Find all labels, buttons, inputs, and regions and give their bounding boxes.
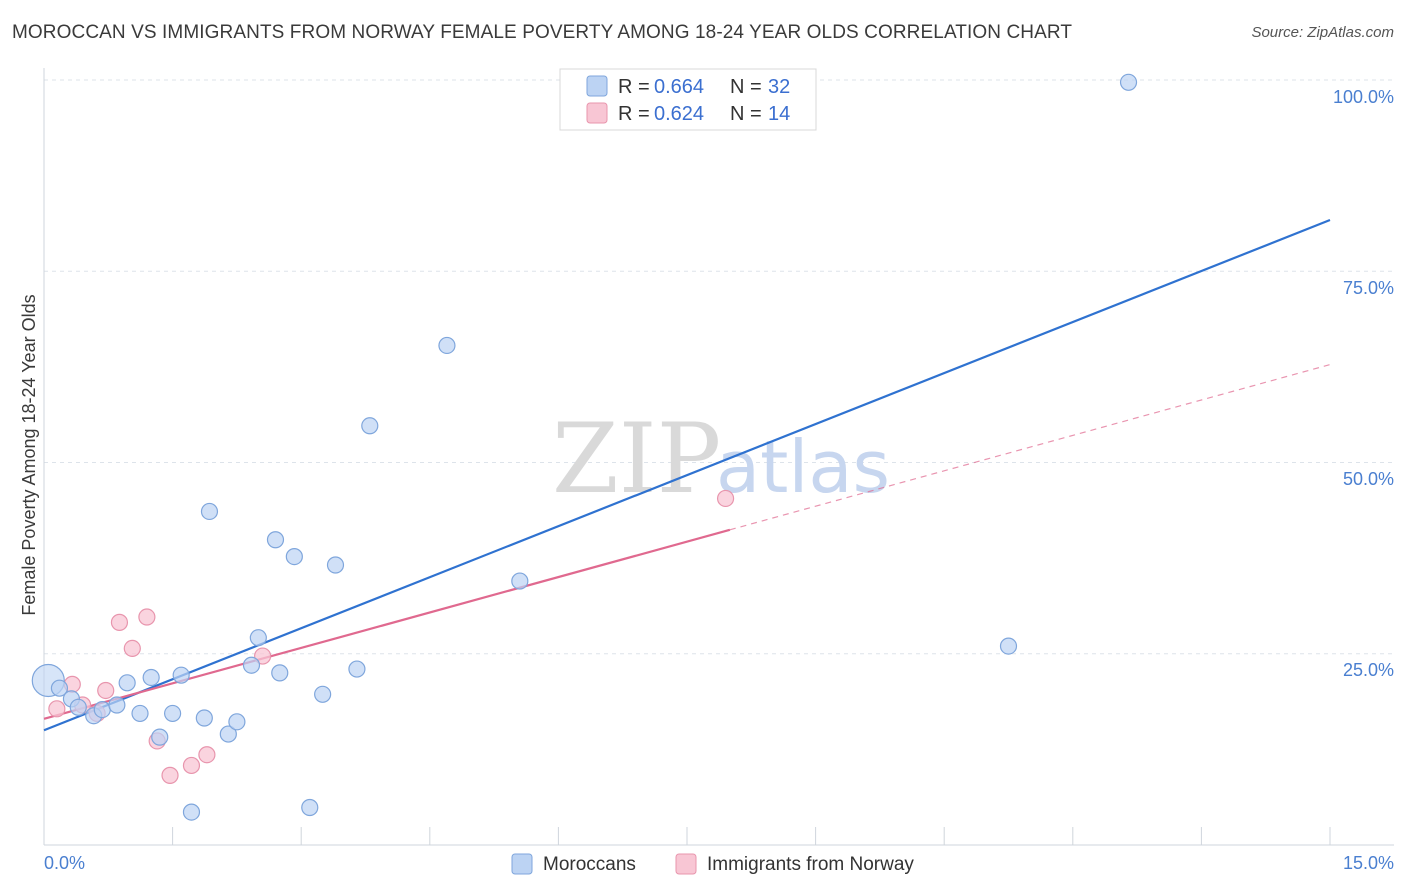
point-moroccans-27 — [361, 417, 379, 435]
point-moroccans-17 — [228, 713, 246, 731]
point-moroccans-5 — [93, 700, 111, 719]
axes — [43, 68, 1394, 846]
point-norway-7 — [138, 608, 156, 626]
watermark-atlas: atlas — [716, 425, 890, 509]
point-moroccans-25 — [326, 556, 345, 574]
point-norway-13 — [716, 489, 735, 508]
point-moroccans-12 — [172, 666, 190, 684]
legend-swatch-moroccans — [586, 75, 608, 97]
legend-bottom-swatch-moroccans — [511, 853, 533, 875]
watermark: ZIP atlas — [552, 403, 890, 515]
point-moroccans-16 — [219, 725, 237, 743]
point-moroccans-22 — [285, 547, 303, 566]
point-norway-10 — [182, 756, 201, 775]
legend-r-value-1: 0.664 — [654, 76, 704, 98]
point-moroccans-9 — [142, 668, 160, 687]
trend-line-norway-extension — [729, 364, 1331, 531]
point-moroccans-19 — [249, 629, 267, 647]
legend-n-value-1: 32 — [768, 76, 790, 98]
x-tick-max: 15.0% — [1343, 853, 1394, 873]
point-moroccans-31 — [1119, 73, 1138, 91]
point-norway-4 — [97, 681, 115, 700]
point-norway-11 — [198, 746, 216, 764]
legend-r-label-2: R = — [618, 103, 650, 125]
point-moroccans-28 — [438, 336, 456, 355]
y-axis-label: Female Poverty Among 18-24 Year Olds — [19, 294, 39, 615]
legend-bottom-label-norway: Immigrants from Norway — [707, 854, 914, 875]
y-tick-100: 100.0% — [1333, 87, 1394, 107]
source-label: Source: ZipAtlas.com — [1251, 24, 1394, 41]
point-norway-9 — [161, 766, 179, 784]
grid-lines — [44, 79, 1394, 655]
point-moroccans-7 — [118, 674, 136, 692]
legend-top: R = 0.664 N = 32 R = 0.624 N = 14 — [559, 68, 817, 131]
legend-r-label-1: R = — [618, 76, 650, 98]
legend-n-value-2: 14 — [768, 103, 790, 125]
y-tick-25: 25.0% — [1343, 660, 1394, 680]
point-moroccans-13 — [182, 803, 201, 821]
data-points — [31, 73, 1138, 821]
chart-title: MOROCCAN VS IMMIGRANTS FROM NORWAY FEMAL… — [12, 22, 1073, 43]
legend-bottom-label-moroccans: Moroccans — [543, 854, 636, 875]
y-tick-75: 75.0% — [1343, 278, 1394, 298]
point-moroccans-26 — [348, 660, 366, 678]
y-tick-50: 50.0% — [1343, 469, 1394, 489]
point-moroccans-10 — [151, 728, 169, 746]
point-moroccans-15 — [200, 502, 219, 521]
point-moroccans-8 — [131, 704, 149, 723]
point-moroccans-18 — [242, 656, 261, 674]
trend-line-norway — [43, 528, 731, 720]
legend-bottom-swatch-norway — [675, 853, 697, 875]
point-norway-6 — [123, 639, 141, 657]
point-moroccans-11 — [164, 704, 182, 723]
point-moroccans-6 — [108, 696, 126, 714]
point-moroccans-14 — [195, 709, 213, 727]
watermark-zip: ZIP — [552, 403, 721, 515]
point-moroccans-30 — [999, 637, 1018, 655]
x-tick-min: 0.0% — [44, 853, 85, 873]
legend-swatch-norway — [586, 102, 608, 124]
legend-n-label-2: N = — [730, 103, 762, 125]
legend-n-label-1: N = — [730, 76, 762, 98]
point-moroccans-1 — [50, 679, 69, 697]
point-moroccans-29 — [511, 572, 529, 590]
point-moroccans-23 — [301, 798, 319, 817]
point-moroccans-21 — [271, 664, 289, 682]
legend-bottom: Moroccans Immigrants from Norway — [511, 853, 914, 875]
point-norway-12 — [254, 647, 272, 665]
point-norway-0 — [48, 700, 66, 718]
point-moroccans-20 — [266, 531, 285, 549]
point-moroccans-3 — [69, 698, 87, 716]
point-moroccans-24 — [314, 685, 332, 703]
legend-r-value-2: 0.624 — [654, 103, 704, 125]
point-norway-5 — [110, 613, 129, 631]
